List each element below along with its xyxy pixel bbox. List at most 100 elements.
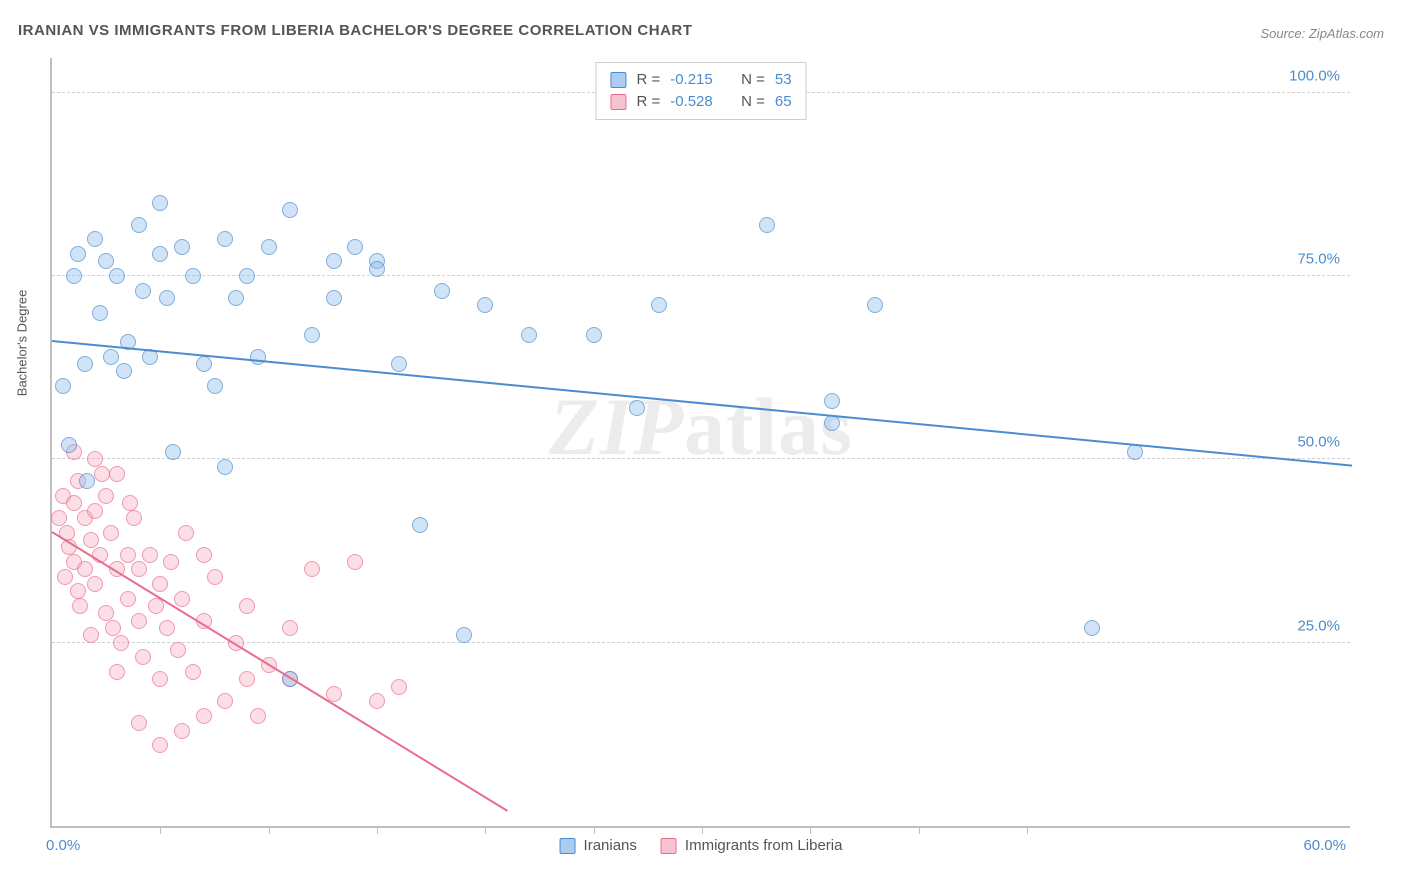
data-point (126, 510, 142, 526)
data-point (72, 598, 88, 614)
data-point (217, 693, 233, 709)
data-point (196, 547, 212, 563)
data-point (66, 268, 82, 284)
data-point (51, 510, 67, 526)
data-point (70, 583, 86, 599)
data-point (152, 576, 168, 592)
y-tick-label: 50.0% (1297, 434, 1340, 451)
data-point (456, 627, 472, 643)
data-point (87, 576, 103, 592)
data-point (83, 627, 99, 643)
data-point (116, 363, 132, 379)
data-point (103, 525, 119, 541)
data-point (152, 246, 168, 262)
data-point (347, 239, 363, 255)
x-axis-min-label: 0.0% (46, 837, 80, 854)
data-point (521, 327, 537, 343)
data-point (1084, 620, 1100, 636)
data-point (103, 349, 119, 365)
data-point (217, 231, 233, 247)
data-point (131, 613, 147, 629)
data-point (651, 297, 667, 313)
data-point (196, 708, 212, 724)
data-point (369, 693, 385, 709)
legend-item-iranians: Iranians (560, 837, 637, 854)
data-point (586, 327, 602, 343)
data-point (228, 290, 244, 306)
data-point (131, 715, 147, 731)
data-point (174, 591, 190, 607)
y-tick-label: 100.0% (1289, 67, 1340, 84)
data-point (391, 356, 407, 372)
data-point (369, 261, 385, 277)
data-point (391, 679, 407, 695)
data-point (304, 327, 320, 343)
data-point (92, 305, 108, 321)
data-point (174, 723, 190, 739)
data-point (77, 561, 93, 577)
data-point (326, 290, 342, 306)
data-point (55, 378, 71, 394)
correlation-legend: R = -0.215 N = 53 R = -0.528 N = 65 (595, 62, 806, 120)
data-point (477, 297, 493, 313)
data-point (629, 400, 645, 416)
data-point (135, 283, 151, 299)
data-point (57, 569, 73, 585)
data-point (87, 503, 103, 519)
data-point (412, 517, 428, 533)
data-point (94, 466, 110, 482)
data-point (163, 554, 179, 570)
data-point (77, 356, 93, 372)
data-point (152, 195, 168, 211)
data-point (152, 737, 168, 753)
data-point (131, 217, 147, 233)
scatter-plot: ZIPatlas Bachelor's Degree 25.0%50.0%75.… (50, 58, 1350, 828)
data-point (239, 598, 255, 614)
data-point (70, 246, 86, 262)
data-point (105, 620, 121, 636)
data-point (207, 569, 223, 585)
chart-title: IRANIAN VS IMMIGRANTS FROM LIBERIA BACHE… (18, 22, 692, 39)
data-point (87, 231, 103, 247)
y-tick-label: 75.0% (1297, 251, 1340, 268)
data-point (152, 671, 168, 687)
data-point (185, 268, 201, 284)
data-point (250, 708, 266, 724)
swatch-icon (560, 838, 576, 854)
data-point (135, 649, 151, 665)
data-point (98, 253, 114, 269)
data-point (239, 268, 255, 284)
data-point (178, 525, 194, 541)
legend-item-liberia: Immigrants from Liberia (661, 837, 843, 854)
data-point (120, 591, 136, 607)
data-point (159, 290, 175, 306)
data-point (122, 495, 138, 511)
data-point (113, 635, 129, 651)
data-point (87, 451, 103, 467)
data-point (185, 664, 201, 680)
data-point (165, 444, 181, 460)
data-point (83, 532, 99, 548)
swatch-icon (610, 72, 626, 88)
data-point (120, 547, 136, 563)
trend-line (52, 340, 1352, 467)
data-point (109, 664, 125, 680)
legend-row-iranians: R = -0.215 N = 53 (610, 69, 791, 91)
data-point (326, 253, 342, 269)
data-point (282, 620, 298, 636)
data-point (759, 217, 775, 233)
series-legend: Iranians Immigrants from Liberia (560, 837, 843, 854)
data-point (109, 466, 125, 482)
data-point (261, 239, 277, 255)
data-point (142, 547, 158, 563)
data-point (174, 239, 190, 255)
legend-row-liberia: R = -0.528 N = 65 (610, 91, 791, 113)
x-axis-max-label: 60.0% (1303, 837, 1346, 854)
y-tick-label: 25.0% (1297, 617, 1340, 634)
data-point (61, 437, 77, 453)
data-point (98, 488, 114, 504)
source-attribution: Source: ZipAtlas.com (1260, 26, 1384, 41)
data-point (109, 268, 125, 284)
data-point (196, 356, 212, 372)
data-point (347, 554, 363, 570)
